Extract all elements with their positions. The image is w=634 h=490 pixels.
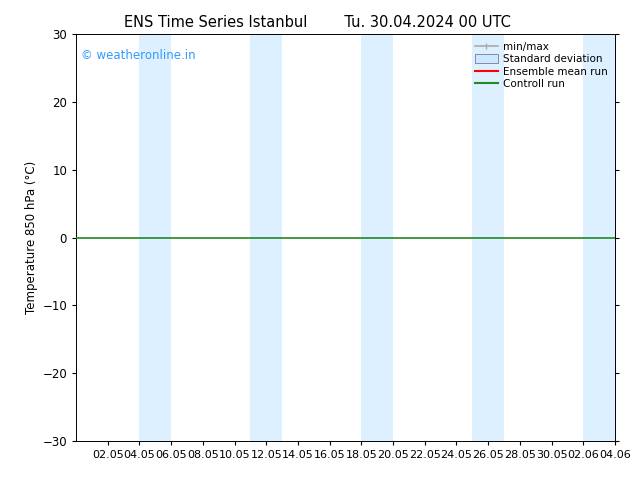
- Bar: [583, 34, 615, 441]
- Legend: min/max, Standard deviation, Ensemble mean run, Controll run: min/max, Standard deviation, Ensemble me…: [473, 40, 610, 92]
- Bar: [361, 34, 393, 441]
- Bar: [472, 34, 504, 441]
- Y-axis label: Temperature 850 hPa (°C): Temperature 850 hPa (°C): [25, 161, 38, 314]
- Text: ENS Time Series Istanbul        Tu. 30.04.2024 00 UTC: ENS Time Series Istanbul Tu. 30.04.2024 …: [124, 15, 510, 30]
- Bar: [250, 34, 282, 441]
- Bar: [139, 34, 171, 441]
- Text: © weatheronline.in: © weatheronline.in: [81, 49, 196, 62]
